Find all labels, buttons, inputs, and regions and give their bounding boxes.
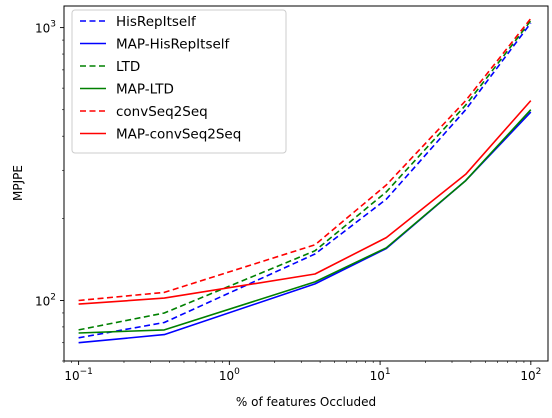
legend-label-ltd: LTD <box>116 59 140 75</box>
series-line-convseq2seq <box>78 18 532 302</box>
x-tick-label: 10−1 <box>64 367 93 383</box>
legend-box <box>71 9 287 154</box>
x-tick-label: 100 <box>219 367 240 383</box>
x-tick-label: 101 <box>370 367 391 383</box>
plot-frame <box>63 5 549 362</box>
x-tick-label: 102 <box>520 367 541 383</box>
y-tick-label: 102 <box>35 292 56 308</box>
legend: HisRepItself MAP-HisRepItself LTD MAP-LTD co… <box>71 9 287 154</box>
x-axis-label: % of features Occluded <box>236 395 376 409</box>
x-axis: 10−1 100 101 102 <box>63 361 541 383</box>
legend-label-hisrepitself: HisRepItself <box>116 14 197 30</box>
y-tick-label: 103 <box>35 20 56 36</box>
legend-label-map-hisrepitself: MAP-HisRepItself <box>116 37 231 53</box>
legend-label-convseq2seq: convSeq2Seq <box>116 104 208 120</box>
series-line-map-ltd <box>78 109 532 334</box>
legend-label-map-ltd: MAP-LTD <box>116 82 174 98</box>
series-line-map-convseq2seq <box>78 100 532 305</box>
plot-lines <box>78 18 532 344</box>
legend-entries: HisRepItself MAP-HisRepItself LTD MAP-LTD co… <box>80 14 241 143</box>
y-axis: 102 103 <box>35 20 64 362</box>
series-line-hisrepitself <box>78 22 532 339</box>
legend-label-map-convseq2seq: MAP-convSeq2Seq <box>116 127 241 143</box>
y-axis-label: MPJPE <box>11 165 25 201</box>
series-line-ltd <box>78 20 532 331</box>
